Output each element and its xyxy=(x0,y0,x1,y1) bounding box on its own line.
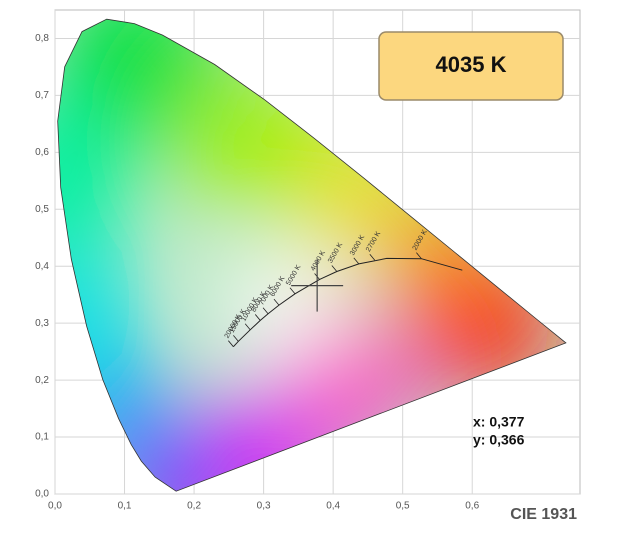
cct-box xyxy=(378,31,564,101)
cct-tick xyxy=(273,298,280,306)
cct-tick xyxy=(369,253,376,261)
color-blob xyxy=(229,251,340,362)
y-tick-label: 0,8 xyxy=(35,33,49,44)
y-tick-label: 0,2 xyxy=(35,375,49,386)
y-coordinate: y: 0,366 xyxy=(473,432,525,448)
caption: CIE 1931 xyxy=(510,506,577,523)
x-coordinate: x: 0,377 xyxy=(473,414,525,430)
x-tick-label: 0,6 xyxy=(465,501,479,512)
cct-tick xyxy=(233,335,239,342)
y-tick-label: 0,6 xyxy=(35,147,49,158)
y-tick-label: 0,0 xyxy=(35,489,49,500)
cct-tick xyxy=(289,287,296,295)
x-tick-label: 0,4 xyxy=(326,501,340,512)
y-tick-label: 0,7 xyxy=(35,90,49,101)
x-tick-label: 0,0 xyxy=(48,501,62,512)
spectral-locus xyxy=(57,18,567,492)
cct-tick xyxy=(331,265,338,272)
cct-tick xyxy=(254,314,261,321)
cct-tick xyxy=(262,307,269,314)
cct-tick xyxy=(244,323,251,331)
cct-tick xyxy=(353,257,360,265)
x-tick-label: 0,1 xyxy=(118,501,132,512)
cct-value: 4035 K xyxy=(436,52,507,77)
y-tick-label: 0,1 xyxy=(35,432,49,443)
y-tick-label: 0,5 xyxy=(35,204,49,215)
x-tick-label: 0,2 xyxy=(187,501,201,512)
gamut-blend xyxy=(57,19,557,492)
y-tick-label: 0,3 xyxy=(35,318,49,329)
x-tick-label: 0,5 xyxy=(396,501,410,512)
cct-tick xyxy=(416,252,422,259)
color-blob xyxy=(57,19,229,152)
x-tick-label: 0,3 xyxy=(257,501,271,512)
y-tick-label: 0,4 xyxy=(35,261,49,272)
planckian-locus xyxy=(233,257,463,348)
cct-tick xyxy=(228,340,234,347)
color-blob xyxy=(57,100,135,261)
